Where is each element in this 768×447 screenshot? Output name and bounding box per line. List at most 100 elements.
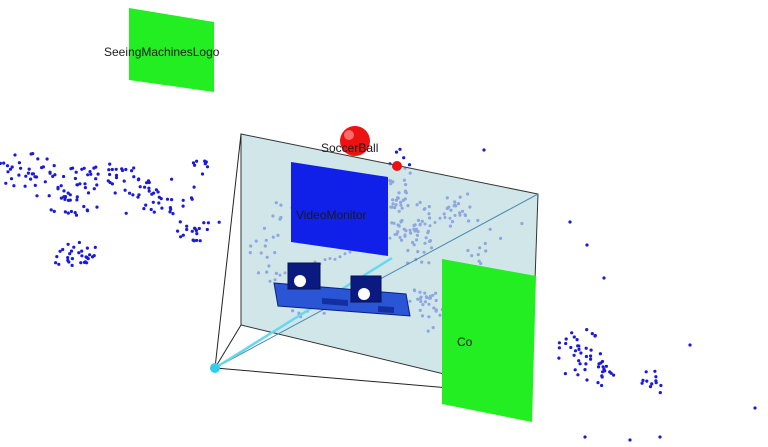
point xyxy=(59,196,64,200)
point xyxy=(70,257,74,261)
point xyxy=(136,178,140,182)
point xyxy=(601,370,605,374)
point xyxy=(203,162,207,166)
point xyxy=(63,195,68,199)
point xyxy=(572,353,576,357)
point xyxy=(584,346,588,350)
point xyxy=(27,167,31,171)
point xyxy=(80,167,84,171)
point xyxy=(589,348,593,352)
point xyxy=(398,147,402,151)
point xyxy=(55,255,59,259)
point xyxy=(6,170,10,174)
point xyxy=(66,242,70,246)
point xyxy=(93,245,97,249)
point xyxy=(160,206,164,210)
point xyxy=(206,221,210,225)
point xyxy=(26,171,30,175)
point xyxy=(68,198,72,202)
point xyxy=(2,161,6,165)
point xyxy=(195,159,199,163)
green-panel-object[interactable] xyxy=(442,259,536,422)
point xyxy=(147,186,151,190)
point xyxy=(92,187,96,191)
point xyxy=(583,435,587,439)
point xyxy=(185,227,189,232)
video-monitor-object[interactable] xyxy=(291,162,388,256)
point xyxy=(195,238,199,242)
point xyxy=(573,349,578,353)
point xyxy=(85,209,90,213)
point xyxy=(557,346,562,350)
point xyxy=(612,373,616,377)
point xyxy=(181,204,185,208)
point xyxy=(36,157,40,161)
point xyxy=(83,186,87,190)
point xyxy=(73,211,77,215)
point xyxy=(10,165,14,169)
point xyxy=(52,164,56,168)
point xyxy=(17,161,21,165)
point xyxy=(564,337,568,341)
point xyxy=(753,406,757,410)
point xyxy=(35,194,39,198)
point xyxy=(143,185,147,189)
camera-origin-icon[interactable] xyxy=(210,363,220,373)
point xyxy=(48,170,52,174)
point xyxy=(608,370,612,374)
point xyxy=(31,172,35,176)
point xyxy=(106,179,110,183)
point xyxy=(407,163,412,167)
point xyxy=(54,261,58,265)
point xyxy=(189,196,194,200)
point xyxy=(92,166,96,170)
point xyxy=(585,243,589,247)
point xyxy=(52,209,56,213)
point xyxy=(156,190,160,194)
point xyxy=(154,188,158,192)
point xyxy=(202,221,206,225)
point xyxy=(564,341,568,346)
point xyxy=(157,201,161,205)
point xyxy=(69,167,73,171)
point xyxy=(147,189,151,193)
video-monitor-label: VideoMonitor xyxy=(296,208,367,222)
point xyxy=(68,252,72,256)
point xyxy=(176,229,180,233)
point xyxy=(576,373,580,377)
point xyxy=(644,370,648,374)
point xyxy=(0,161,2,165)
point xyxy=(138,185,142,189)
stereo-camera-rig-icon[interactable] xyxy=(273,262,411,317)
point xyxy=(583,368,587,372)
point xyxy=(67,260,71,264)
point xyxy=(62,174,66,179)
point xyxy=(195,232,199,236)
point xyxy=(181,198,185,202)
point xyxy=(23,184,27,188)
gaze-target-marker xyxy=(392,161,402,171)
point xyxy=(34,175,39,179)
point xyxy=(658,435,662,439)
point xyxy=(589,354,593,358)
point xyxy=(654,379,658,383)
point xyxy=(61,247,65,252)
point xyxy=(79,261,83,265)
point xyxy=(108,172,112,177)
point xyxy=(179,235,183,239)
point xyxy=(62,189,66,193)
point xyxy=(95,205,99,209)
soccer-ball-label: SoccerBall xyxy=(321,141,378,155)
point xyxy=(29,177,33,181)
point xyxy=(114,176,119,180)
point xyxy=(57,262,61,266)
logo-plane[interactable] xyxy=(129,8,214,92)
point xyxy=(640,381,644,385)
point xyxy=(584,362,588,366)
point xyxy=(66,256,70,260)
green-panel-label: Co xyxy=(457,335,473,349)
point xyxy=(145,181,149,185)
point xyxy=(124,211,128,215)
ball-highlight xyxy=(344,130,354,140)
